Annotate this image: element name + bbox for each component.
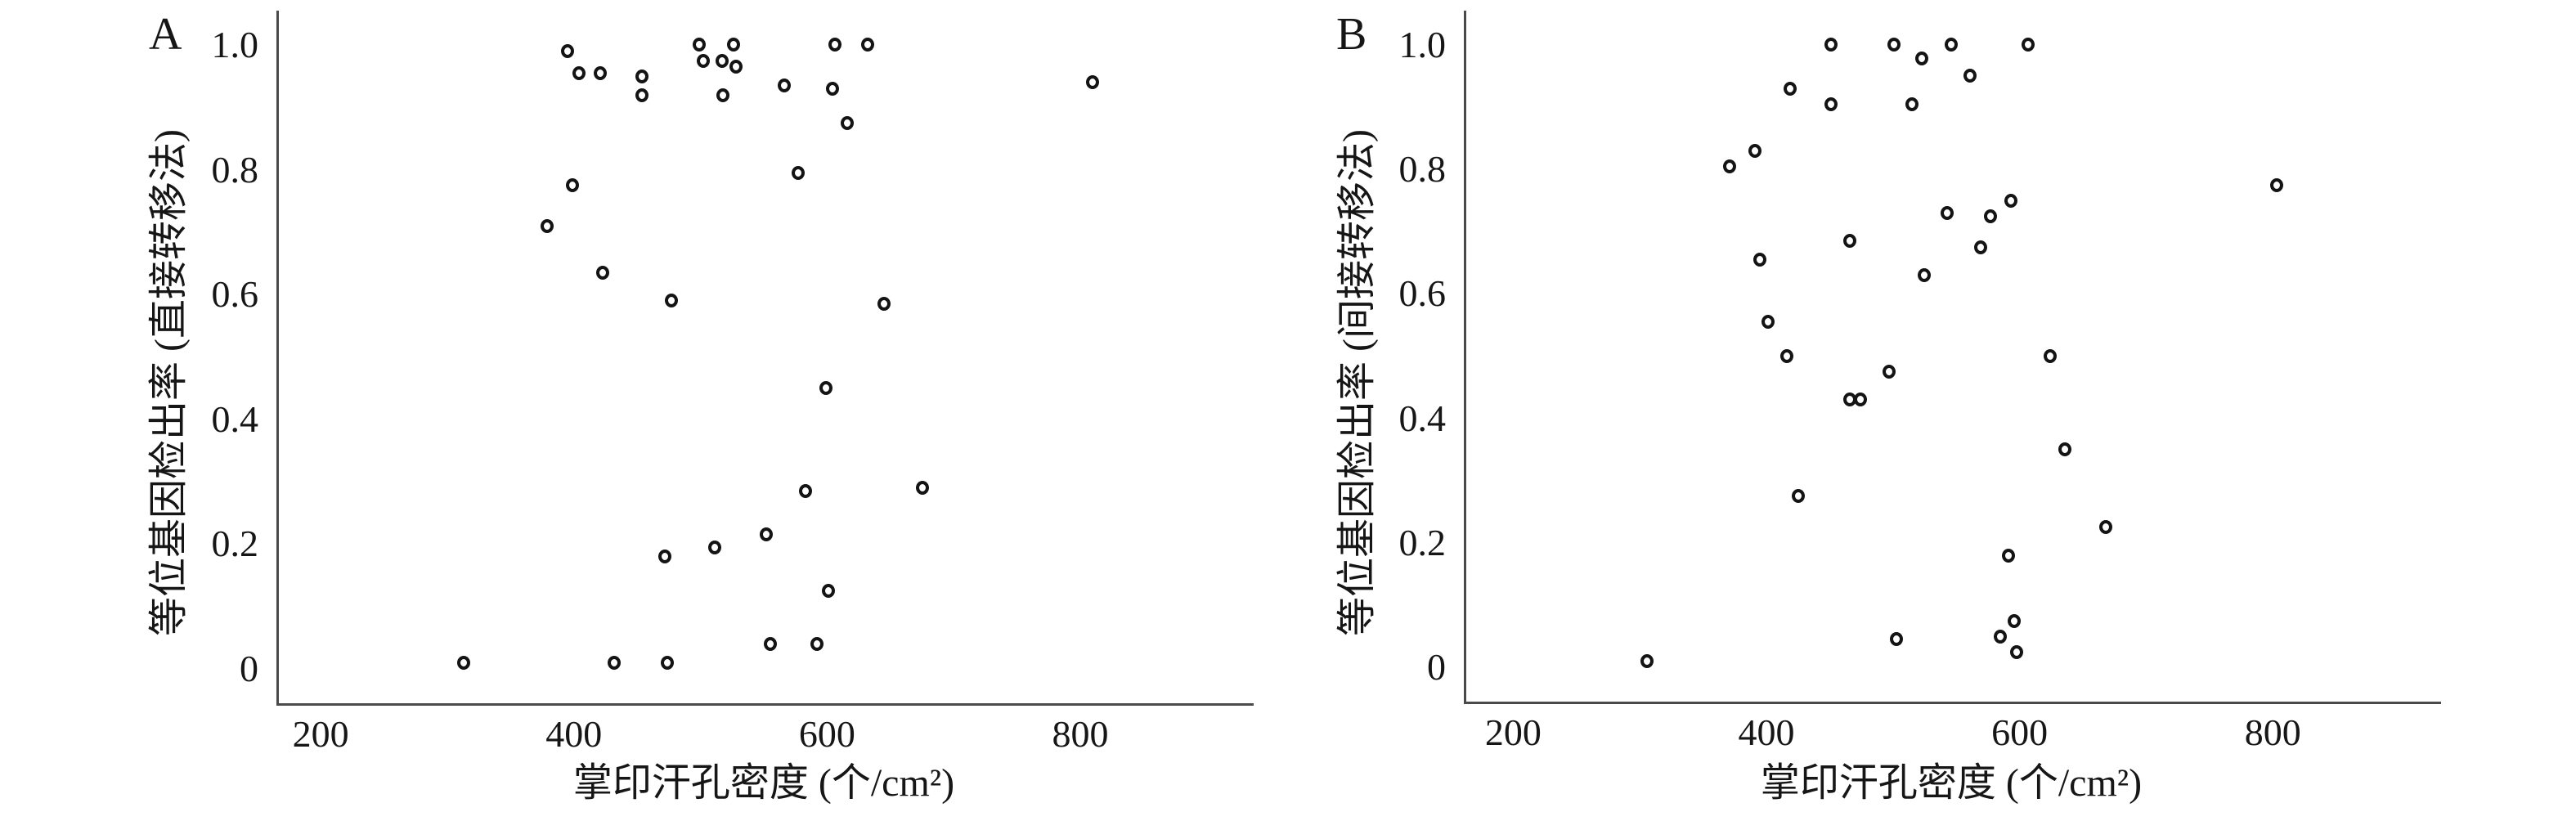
- y-tick-label: 0.8: [1398, 148, 1447, 191]
- x-tick-label: 800: [1052, 713, 1109, 755]
- scatter-point: [716, 87, 730, 102]
- x-tick-label: 200: [1484, 711, 1542, 753]
- scatter-point: [860, 38, 874, 52]
- scatter-point: [2008, 613, 2022, 628]
- scatter-point: [561, 44, 575, 59]
- y-tick-label: 0.2: [1398, 521, 1447, 563]
- scatter-point: [1853, 393, 1867, 407]
- scatter-point: [729, 60, 743, 74]
- scatter-point: [693, 38, 707, 52]
- scatter-point: [777, 79, 791, 93]
- scatter-point: [1941, 205, 1954, 220]
- scatter-point: [726, 38, 740, 52]
- scatter-point: [1824, 96, 1838, 111]
- scatter-point: [2001, 548, 2015, 563]
- scatter-point: [1973, 240, 1987, 254]
- scatter-point: [608, 655, 622, 670]
- scatter-point: [1890, 632, 1904, 647]
- y-tick-label: 0: [240, 648, 258, 690]
- y-tick-label: 0.6: [211, 273, 259, 316]
- y-tick-label: 0.4: [211, 397, 259, 440]
- y-tick-label: 0: [1427, 646, 1446, 689]
- panel-a-letter: A: [149, 9, 182, 60]
- scatter-point: [707, 540, 721, 554]
- scatter-point: [696, 53, 710, 68]
- scatter-point: [566, 178, 580, 193]
- y-tick-label: 1.0: [1398, 23, 1447, 65]
- scatter-point: [1761, 315, 1775, 330]
- scatter-point: [2022, 38, 2035, 52]
- y-tick-label: 1.0: [211, 23, 259, 65]
- panel-b-y-axis-title: 等位基因检出率 (间接转移法): [1335, 129, 1379, 636]
- scatter-point: [661, 655, 675, 670]
- scatter-point: [596, 265, 610, 280]
- scatter-point: [915, 481, 929, 496]
- scatter-point: [2058, 442, 2072, 457]
- x-tick-label: 600: [1991, 711, 2049, 753]
- scatter-point: [821, 584, 835, 599]
- scatter-point: [1887, 38, 1901, 52]
- scatter-point: [1905, 96, 1919, 111]
- panel-b-letter: B: [1336, 9, 1367, 60]
- panel-a-y-axis-title: 等位基因检出率 (直接转移法): [147, 129, 191, 636]
- x-tick-label: 200: [292, 713, 349, 755]
- scatter-point: [763, 637, 777, 651]
- scatter-point: [760, 527, 774, 542]
- scatter-point: [541, 218, 554, 233]
- scatter-point: [1784, 81, 1797, 96]
- scatter-point: [791, 165, 805, 180]
- scatter-point: [658, 550, 672, 564]
- scatter-point: [2269, 177, 2283, 192]
- scatter-point: [2010, 644, 2024, 659]
- scatter-point: [2004, 193, 2017, 208]
- y-tick-label: 0.6: [1398, 272, 1447, 315]
- scatter-point: [1945, 38, 1958, 52]
- scatter-point: [1824, 38, 1838, 52]
- scatter-point: [1791, 489, 1805, 504]
- scatter-point: [1994, 629, 2008, 644]
- scatter-point: [664, 294, 678, 308]
- scatter-point: [877, 297, 891, 312]
- x-tick-label: 400: [1738, 711, 1795, 753]
- scatter-point: [799, 484, 813, 499]
- scatter-point: [1748, 143, 1762, 158]
- scatter-point: [841, 115, 855, 130]
- scatter-point: [819, 381, 832, 396]
- scatter-point: [594, 65, 608, 80]
- scatter-point: [1883, 365, 1896, 379]
- scatter-point: [1915, 52, 1929, 66]
- scatter-point: [828, 38, 841, 52]
- x-tick-label: 400: [545, 713, 603, 755]
- y-tick-label: 0.8: [211, 148, 259, 191]
- scatter-point: [810, 637, 824, 651]
- panel-b-x-axis-title: 掌印汗孔密度 (个/cm²): [1760, 761, 2143, 805]
- panel-a-x-axis-title: 掌印汗孔密度 (个/cm²): [572, 761, 955, 805]
- scatter-point: [1963, 69, 1977, 83]
- scatter-point: [2043, 349, 2057, 363]
- scatter-point: [572, 65, 586, 80]
- scatter-point: [1918, 268, 1932, 283]
- y-tick-label: 0.2: [211, 523, 259, 565]
- scatter-point: [2098, 520, 2112, 535]
- scatter-point: [1086, 75, 1100, 90]
- panel-b-plot-area: [1464, 11, 2441, 704]
- scatter-point: [1983, 209, 1997, 223]
- scatter-point: [457, 655, 471, 670]
- scatter-point: [1723, 159, 1737, 173]
- scatter-point: [635, 69, 649, 83]
- scatter-point: [1843, 234, 1857, 249]
- scatter-point: [1779, 349, 1793, 363]
- scatter-point: [715, 53, 729, 68]
- panel-a-plot-area: [276, 11, 1254, 706]
- y-tick-label: 0.4: [1398, 397, 1447, 439]
- x-tick-label: 800: [2244, 711, 2301, 753]
- scatter-point: [1753, 253, 1767, 267]
- scatter-point: [635, 87, 649, 102]
- x-tick-label: 600: [798, 713, 855, 755]
- scatter-point: [1640, 654, 1654, 669]
- scatter-point: [825, 81, 839, 96]
